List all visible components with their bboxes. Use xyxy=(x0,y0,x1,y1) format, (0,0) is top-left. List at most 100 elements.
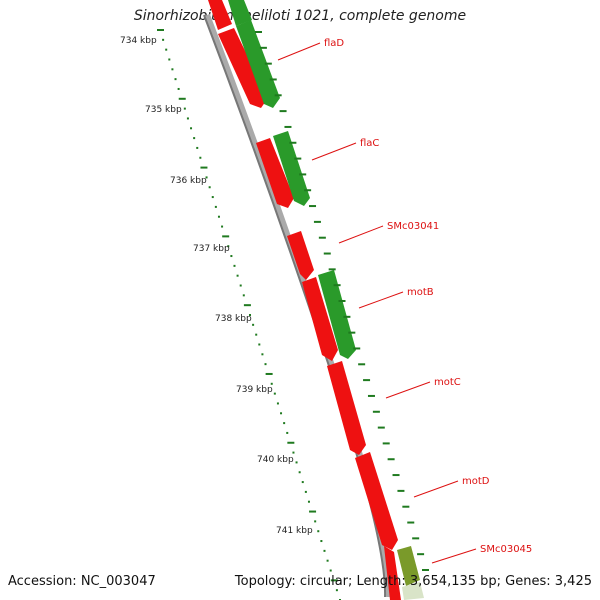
kbp-label-740: 740 kbp xyxy=(257,455,294,465)
outer-tick xyxy=(269,78,277,81)
kbp-label-741: 741 kbp xyxy=(276,526,313,536)
minor-tick xyxy=(326,559,329,562)
cds-red-motC[interactable] xyxy=(327,361,366,455)
outer-tick xyxy=(422,569,429,571)
outer-tick xyxy=(377,426,385,429)
minor-tick xyxy=(165,48,168,51)
outer-tick xyxy=(417,553,425,556)
minor-tick xyxy=(335,589,338,592)
outer-tick xyxy=(264,62,272,65)
outer-tick-track xyxy=(255,31,429,571)
gene-label-SMc03041[interactable]: SMc03041 xyxy=(387,221,439,232)
minor-tick xyxy=(314,520,317,523)
minor-tick xyxy=(242,294,245,297)
major-tick xyxy=(309,510,317,513)
minor-tick xyxy=(298,471,301,474)
minor-tick xyxy=(177,87,180,90)
minor-tick xyxy=(252,323,255,326)
outer-tick xyxy=(294,157,302,160)
cds-red-flaD[interactable] xyxy=(218,28,268,108)
outer-tick xyxy=(353,347,361,350)
outer-tick xyxy=(343,315,351,318)
kbp-label-739: 739 kbp xyxy=(236,385,273,395)
gene-label-flaD[interactable]: flaD xyxy=(324,38,344,49)
minor-tick xyxy=(307,500,310,503)
gene-label-motC[interactable]: motC xyxy=(434,377,461,388)
major-tick xyxy=(330,579,338,582)
cds-red-flaC[interactable] xyxy=(256,138,294,208)
cds-green-motB[interactable] xyxy=(318,270,356,359)
minor-tick xyxy=(249,314,251,316)
cds-red-SMc03041[interactable] xyxy=(287,231,314,280)
gene-label-SMc03045[interactable]: SMc03045 xyxy=(480,544,532,555)
outer-tick xyxy=(367,394,375,397)
minor-tick xyxy=(186,117,189,120)
gene-label-motB[interactable]: motB xyxy=(407,287,434,298)
minor-tick xyxy=(230,255,233,258)
minor-tick xyxy=(162,38,165,41)
kbp-label-735: 735 kbp xyxy=(145,105,182,115)
gene-labels: flaD flaC SMc03041 motB motC motD SMc030… xyxy=(324,38,532,555)
outer-tick xyxy=(363,379,371,382)
outer-tick xyxy=(318,236,326,239)
outer-tick xyxy=(348,331,356,334)
minor-tick xyxy=(270,382,273,385)
kbp-labels: 734 kbp 735 kbp 736 kbp 737 kbp 738 kbp … xyxy=(120,36,313,536)
outer-tick xyxy=(338,300,346,302)
minor-tick xyxy=(205,176,208,179)
minor-tick xyxy=(283,422,286,425)
outer-tick xyxy=(397,489,405,492)
outer-tick xyxy=(259,46,267,49)
outer-tick xyxy=(255,31,262,33)
minor-tick xyxy=(276,402,279,405)
cds-green-flaC[interactable] xyxy=(273,131,310,206)
gene-leader-lines xyxy=(277,42,477,564)
outer-tick xyxy=(372,410,380,413)
kbp-label-734: 734 kbp xyxy=(120,36,157,46)
cds-green-flaD[interactable] xyxy=(236,20,280,108)
cds-green-top[interactable] xyxy=(228,0,252,26)
outer-tick xyxy=(358,363,366,366)
accession-text: Accession: NC_003047 xyxy=(8,574,156,589)
gene-label-flaC[interactable]: flaC xyxy=(360,138,379,149)
cds-red-bottom[interactable] xyxy=(384,546,401,600)
minor-tick xyxy=(304,490,307,493)
leader-SMc03041 xyxy=(338,225,384,244)
minor-tick xyxy=(196,146,199,149)
minor-tick xyxy=(174,78,177,81)
minor-tick xyxy=(236,274,239,277)
major-tick xyxy=(243,304,251,307)
outer-tick xyxy=(304,189,312,192)
minor-tick xyxy=(214,205,217,208)
kbp-label-738: 738 kbp xyxy=(215,314,252,324)
gene-label-motD[interactable]: motD xyxy=(462,476,490,487)
cds-red-motD[interactable] xyxy=(355,452,398,550)
minor-tick xyxy=(317,530,320,533)
gene-features xyxy=(208,0,424,600)
cds-red-motB[interactable] xyxy=(302,277,338,361)
minor-tick xyxy=(261,353,264,356)
minor-tick xyxy=(183,107,186,110)
major-tick xyxy=(200,166,208,169)
major-tick xyxy=(178,97,186,100)
minor-tick xyxy=(295,461,298,464)
kbp-label-736: 736 kbp xyxy=(170,176,207,186)
outer-tick xyxy=(299,173,307,176)
minor-tick xyxy=(233,264,236,267)
cds-olive-SMc03045[interactable] xyxy=(397,546,420,586)
minor-tick xyxy=(258,343,261,346)
minor-tick xyxy=(255,333,258,336)
minor-tick xyxy=(217,215,220,218)
major-tick xyxy=(265,372,273,375)
minor-tick xyxy=(193,137,196,140)
outer-tick xyxy=(309,205,317,208)
minor-tick xyxy=(227,245,230,248)
minor-tick xyxy=(221,225,224,228)
outer-tick xyxy=(274,94,282,97)
minor-tick xyxy=(323,549,326,552)
cds-red-top[interactable] xyxy=(208,0,232,30)
minor-tick xyxy=(329,569,332,572)
outer-tick xyxy=(412,537,420,540)
minor-tick xyxy=(292,451,295,454)
minor-tick xyxy=(168,58,171,61)
